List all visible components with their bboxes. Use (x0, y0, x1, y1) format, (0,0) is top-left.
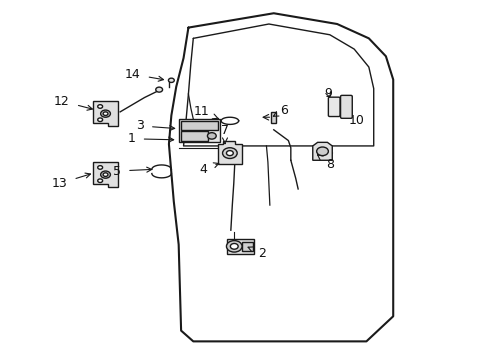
Circle shape (98, 105, 102, 108)
Text: 13: 13 (51, 173, 90, 190)
Circle shape (316, 147, 328, 156)
Circle shape (226, 240, 242, 252)
Bar (181, 131, 207, 140)
Circle shape (98, 118, 102, 122)
Polygon shape (312, 142, 331, 160)
Polygon shape (93, 162, 118, 187)
Text: 4: 4 (199, 163, 218, 176)
Bar (271, 112, 276, 123)
Text: 9: 9 (324, 87, 332, 100)
Bar (181, 121, 217, 130)
Text: 12: 12 (54, 95, 92, 110)
Circle shape (101, 171, 110, 178)
Bar (178, 119, 220, 142)
Polygon shape (217, 140, 242, 164)
Text: 7: 7 (221, 124, 228, 143)
Circle shape (230, 243, 238, 249)
Text: 5: 5 (113, 165, 151, 177)
Text: 11: 11 (193, 105, 218, 119)
Circle shape (103, 112, 108, 116)
Circle shape (207, 133, 216, 139)
Bar (242, 242, 252, 251)
Text: 8: 8 (317, 155, 334, 171)
Circle shape (226, 150, 233, 156)
FancyBboxPatch shape (340, 95, 351, 118)
Text: 14: 14 (124, 68, 163, 81)
Text: 2: 2 (247, 247, 265, 260)
Bar (329, 98, 338, 116)
Circle shape (101, 110, 110, 117)
Circle shape (156, 87, 162, 92)
Circle shape (98, 166, 102, 169)
Circle shape (222, 148, 237, 158)
Text: 6: 6 (273, 104, 288, 117)
FancyBboxPatch shape (328, 97, 339, 117)
Text: 10: 10 (341, 112, 364, 127)
Text: 1: 1 (127, 132, 173, 145)
Circle shape (98, 179, 102, 183)
Bar (341, 96, 350, 117)
Polygon shape (93, 101, 118, 126)
Circle shape (168, 78, 174, 82)
Circle shape (103, 173, 108, 176)
Text: 3: 3 (136, 120, 174, 132)
Bar (227, 239, 254, 253)
